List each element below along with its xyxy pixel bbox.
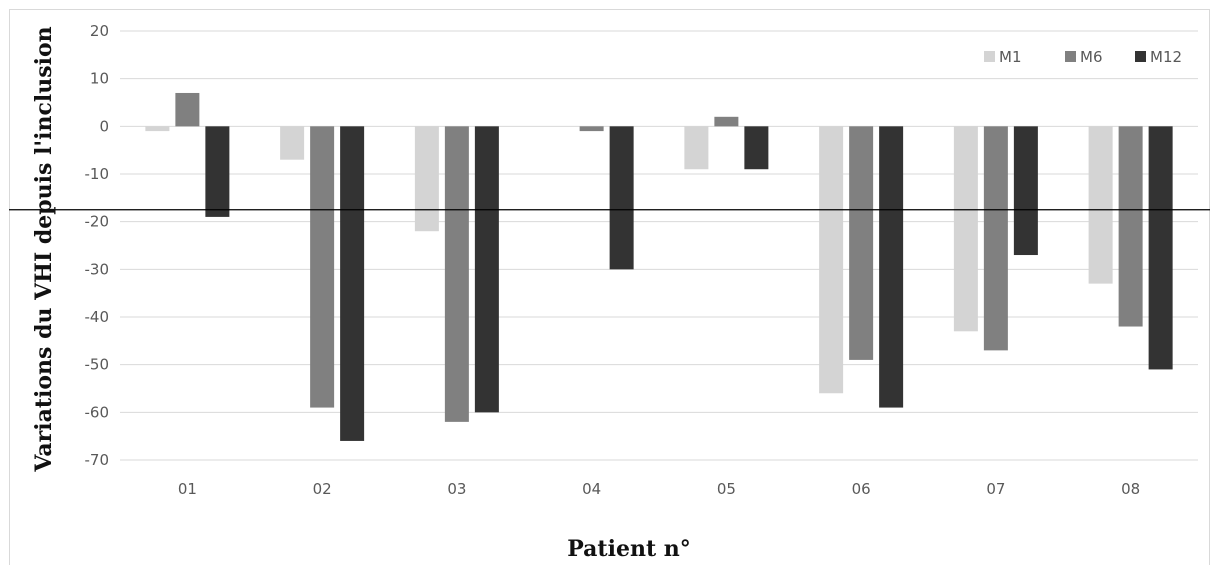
x-tick-label: 01 [178,480,197,498]
bar-m1-07 [953,126,978,332]
bar-m6-01 [175,92,200,127]
bar-m12-03 [474,126,499,413]
x-tick-label: 07 [986,480,1005,498]
legend-swatch-m12 [1135,51,1146,62]
y-tick-label: -20 [85,213,110,231]
bar-m12-06 [879,126,904,408]
bar-m6-07 [983,126,1008,351]
x-tick-label: 06 [852,480,871,498]
x-tick-label: 05 [717,480,736,498]
bar-m6-06 [849,126,874,360]
bar-m6-03 [444,126,469,422]
y-axis-title: Variations du VHI depuis l'inclusion [31,26,57,472]
bar-m6-08 [1118,126,1143,327]
legend-label-m12: M12 [1150,48,1182,66]
bar-m1-06 [819,126,844,394]
bar-m1-02 [280,126,305,160]
y-tick-label: 10 [90,70,109,88]
x-axis-ticks: 01 02 03 04 05 06 07 08 [178,480,1140,498]
bar-m1-03 [414,126,439,232]
bar-m12-05 [744,126,769,170]
bar-m12-02 [340,126,365,441]
legend-swatch-m6 [1065,51,1076,62]
legend-label-m6: M6 [1080,48,1103,66]
legend-label-m1: M1 [999,48,1022,66]
bar-m6-05 [714,116,739,127]
chart-border [9,9,1210,565]
x-tick-label: 08 [1121,480,1140,498]
y-tick-label: -70 [85,451,110,469]
legend: M1 M6 M12 [984,48,1182,66]
x-axis-title: Patient n° [567,536,691,562]
y-tick-label: 20 [90,22,109,40]
bar-m6-02 [310,126,335,408]
x-tick-label: 02 [313,480,332,498]
y-tick-label: -10 [85,165,110,183]
bar-m1-08 [1088,126,1113,284]
bars [145,92,1173,441]
bar-m1-01 [145,126,170,132]
y-tick-label: -60 [85,403,110,421]
y-tick-label: -50 [85,356,110,374]
x-tick-label: 03 [447,480,466,498]
bar-m6-04 [579,126,604,132]
y-tick-label: -40 [85,308,110,326]
bar-m12-07 [1013,126,1038,256]
bar-m12-04 [609,126,634,270]
y-axis-ticks: 20 10 0 -10 -20 -30 -40 -50 -60 -70 [85,22,110,469]
x-tick-label: 04 [582,480,601,498]
y-tick-label: -30 [85,260,110,278]
bar-m1-05 [684,126,709,170]
legend-swatch-m1 [984,51,995,62]
bar-m12-08 [1148,126,1173,370]
gridlines [120,30,1198,461]
y-tick-label: 0 [99,117,109,135]
bar-m12-01 [205,126,230,217]
